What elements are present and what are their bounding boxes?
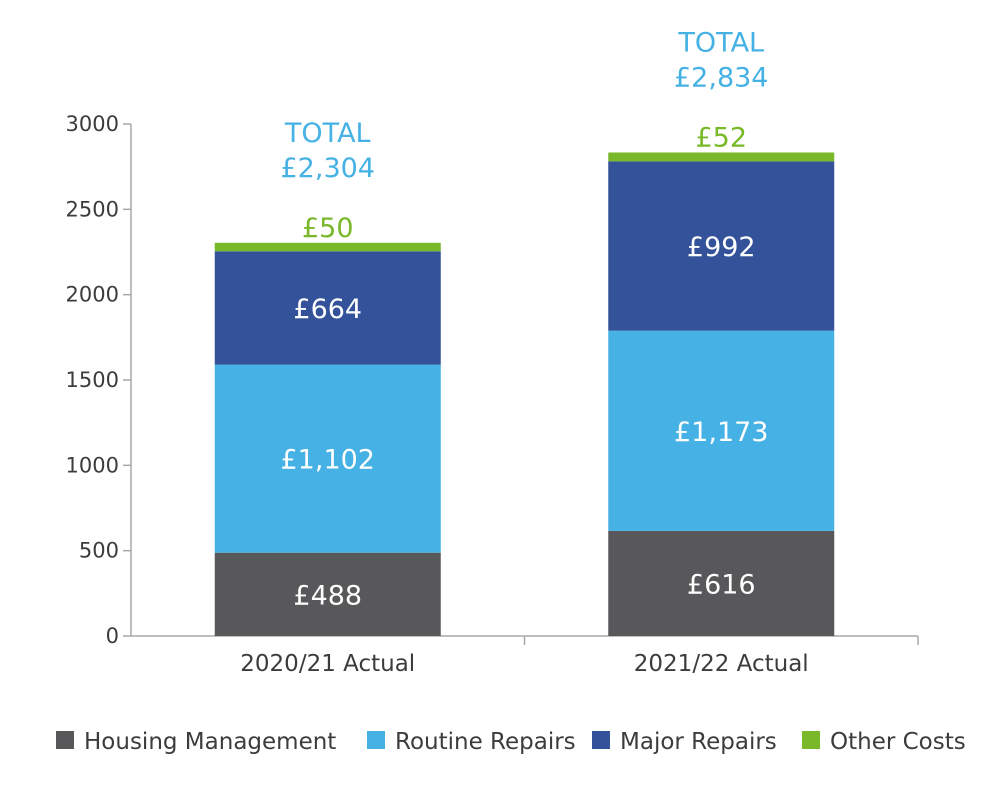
bar-segment — [608, 530, 835, 636]
total-value-label: £2,304 — [281, 153, 375, 184]
segment-value-label: £1,102 — [281, 445, 375, 476]
bar-segment — [214, 251, 441, 365]
segment-value-label: £488 — [293, 580, 362, 611]
bar-segment — [214, 242, 441, 252]
x-category-label: 2020/21 Actual — [240, 651, 415, 677]
bar-segment — [214, 552, 441, 636]
bar-segment — [608, 152, 835, 162]
y-tick-label: 2500 — [66, 197, 119, 221]
legend-swatch — [802, 731, 820, 749]
legend-swatch — [56, 731, 74, 749]
segment-value-label: £1,173 — [674, 417, 768, 448]
bars — [214, 152, 835, 636]
segment-value-label: £616 — [687, 569, 756, 600]
total-prefix-label: TOTAL — [284, 118, 371, 149]
legend-swatch — [592, 731, 610, 749]
segment-value-label: £992 — [687, 232, 756, 263]
legend-label: Other Costs — [830, 729, 966, 755]
bar-segment — [214, 364, 441, 553]
x-category-label: 2021/22 Actual — [634, 651, 809, 677]
legend-label: Routine Repairs — [395, 729, 576, 755]
segment-value-label: £50 — [302, 213, 354, 244]
legend-label: Housing Management — [84, 729, 336, 755]
y-tick-label: 1000 — [66, 453, 119, 477]
labels: £488 £1,102 £664 £50 TOTAL £2,304 2020/21 Actu… — [240, 28, 808, 677]
legend-swatch — [367, 731, 385, 749]
segment-value-label: £664 — [293, 294, 362, 325]
total-value-label: £2,834 — [674, 63, 768, 94]
y-tick-label: 0 — [106, 624, 119, 648]
bar-segment — [608, 161, 835, 331]
legend-label: Major Repairs — [620, 729, 777, 755]
bar-segment — [608, 330, 835, 531]
y-tick-label: 1500 — [66, 368, 119, 392]
y-tick-label: 2000 — [66, 283, 119, 307]
legend: Housing Management Routine Repairs Major R… — [56, 729, 966, 755]
total-prefix-label: TOTAL — [677, 28, 764, 59]
y-tick-label: 500 — [79, 539, 119, 563]
segment-value-label: £52 — [695, 123, 747, 154]
y-tick-label: 3000 — [66, 112, 119, 136]
